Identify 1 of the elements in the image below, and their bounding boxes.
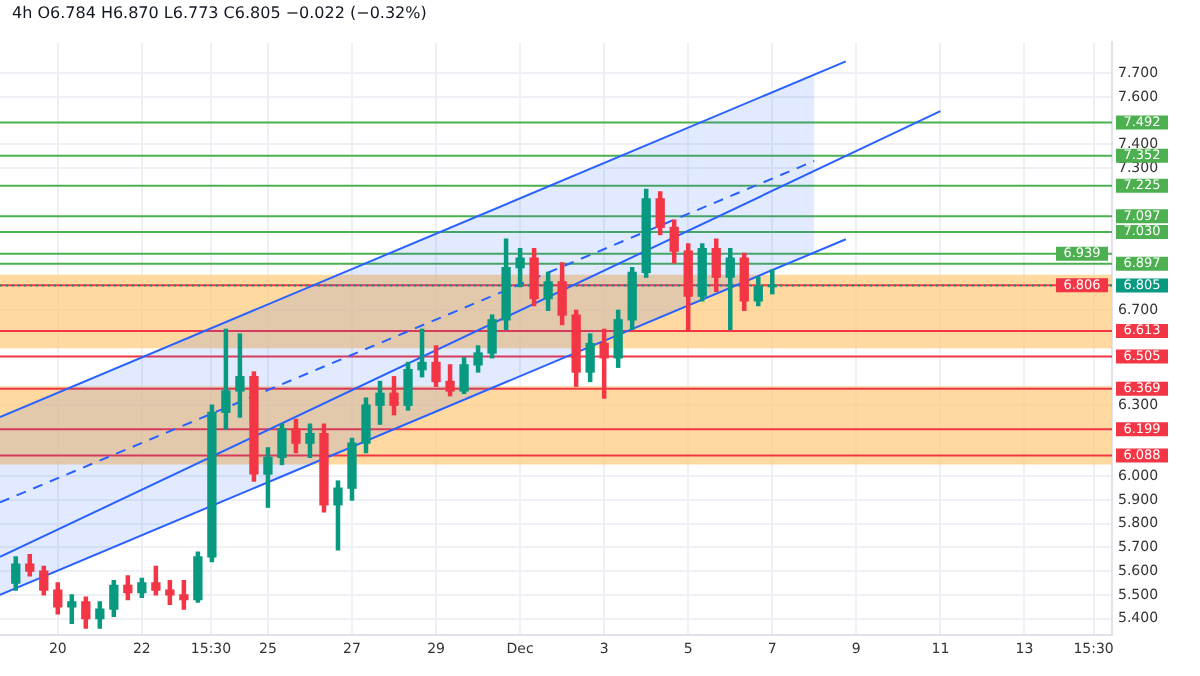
chart-title: 4h O6.784 H6.870 L6.773 C6.805 −0.022 (−0.32%) [12,4,427,22]
